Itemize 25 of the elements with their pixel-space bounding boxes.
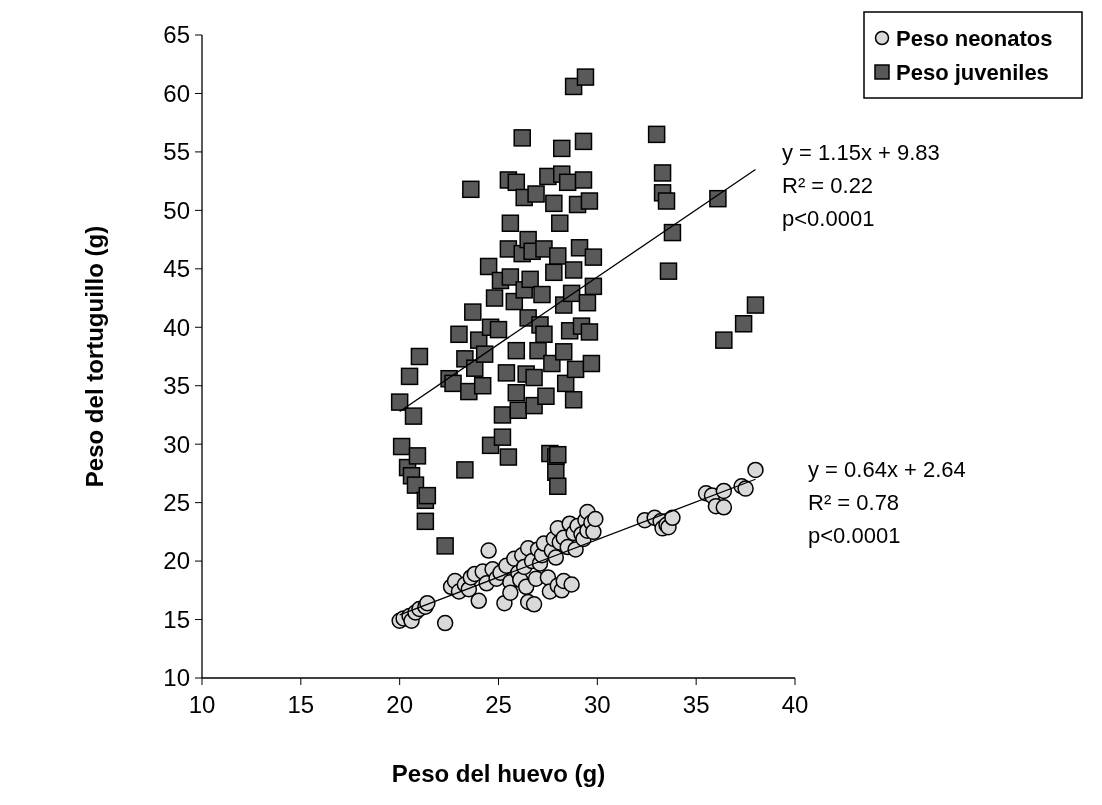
x-tick-label: 30 — [583, 691, 611, 718]
y-tick-label: 10 — [163, 664, 190, 692]
y-tick-label: 60 — [163, 79, 190, 107]
x-tick-label: 15 — [287, 691, 315, 718]
text: y = 0.64x + 2.64 R² = 0.78 p<0.0001 — [808, 457, 966, 548]
x-tick-label: 25 — [485, 691, 512, 718]
y-tick-label: 50 — [163, 196, 190, 224]
x-tick-label: 40 — [781, 691, 809, 718]
y-tick-label: 25 — [163, 489, 190, 517]
y-axis-title: Peso del tortuguillo (g) — [81, 225, 108, 488]
y-tick-label: 40 — [163, 313, 190, 341]
x-tick-label: 10 — [188, 691, 216, 718]
legend-label: Peso neonatos — [896, 25, 1053, 51]
y-tick-label: 45 — [163, 255, 190, 283]
y-tick-label: 35 — [163, 372, 190, 400]
y-tick-label: 20 — [163, 547, 190, 575]
x-tick-label: 35 — [682, 691, 710, 718]
y-tick-label: 30 — [163, 430, 190, 458]
x-tick-label: 20 — [386, 691, 414, 718]
annotation: y = 1.15x + 9.83 R² = 0.22 p<0.0001 — [782, 140, 940, 231]
x-axis-title: Peso del huevo (g) — [391, 760, 606, 787]
y-tick-label: 15 — [163, 605, 190, 633]
y-tick-label: 55 — [163, 138, 190, 166]
legend-label: Peso juveniles — [896, 59, 1049, 85]
y-tick-label: 65 — [163, 21, 190, 49]
